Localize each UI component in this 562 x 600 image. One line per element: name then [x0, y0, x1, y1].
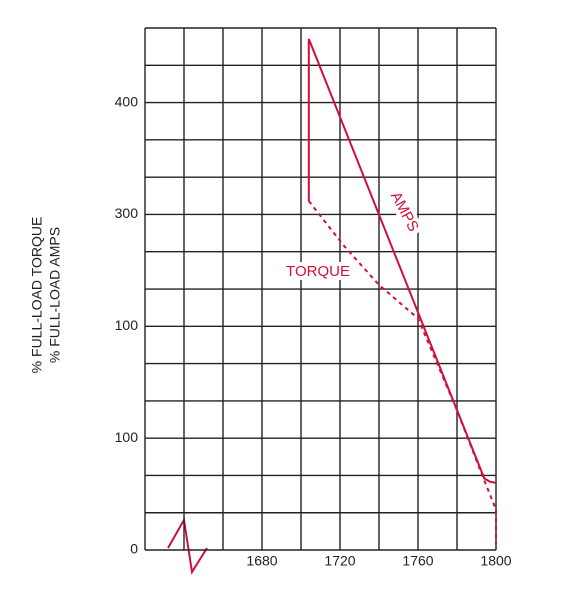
- series-line: [308, 200, 497, 545]
- series-line: [307, 38, 497, 484]
- y-tick-label: 400: [115, 93, 139, 109]
- annotation: TORQUE: [286, 263, 350, 280]
- y-tick-label: 100: [115, 429, 139, 445]
- x-tick-label: 1720: [324, 553, 355, 569]
- axis-break: [167, 517, 208, 575]
- x-tick-label: 1800: [480, 553, 511, 569]
- y-axis-label: % FULL-LOAD TORQUE: [29, 217, 45, 374]
- annotation: AMPS: [387, 189, 422, 235]
- x-tick-label: 1680: [246, 553, 277, 569]
- y-tick-label: 100: [115, 317, 139, 333]
- y-tick-label: 0: [130, 541, 138, 557]
- x-tick-label: 1760: [402, 553, 433, 569]
- y-tick-label: 300: [115, 205, 139, 221]
- y-axis-label: % FULL-LOAD AMPS: [47, 227, 63, 363]
